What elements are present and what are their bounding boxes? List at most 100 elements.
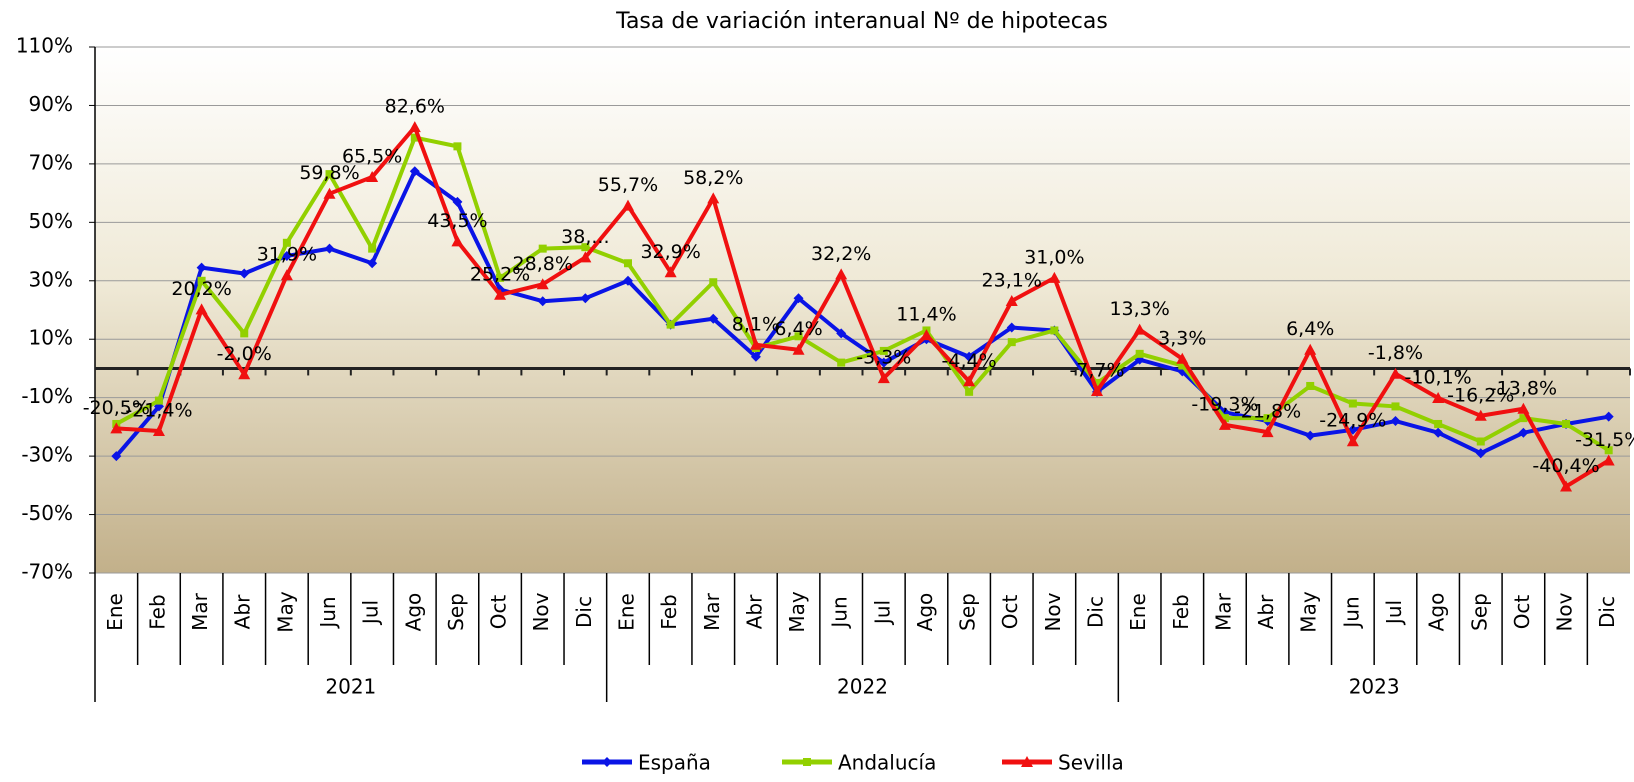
marker: [794, 332, 803, 341]
legend-label: Sevilla: [1058, 751, 1124, 775]
marker: [409, 166, 420, 177]
marker: [368, 244, 377, 253]
marker: [877, 372, 890, 384]
x-tick-label: Dic: [572, 596, 596, 628]
data-label: 6,4%: [774, 318, 822, 340]
marker: [281, 250, 292, 261]
x-tick-label: Nov: [1041, 592, 1065, 631]
marker: [453, 142, 462, 151]
marker: [623, 259, 632, 268]
x-tick-label: May: [273, 591, 297, 633]
data-label: 13,3%: [1109, 298, 1169, 320]
marker: [408, 121, 421, 133]
x-tick-label: Feb: [145, 594, 169, 629]
marker: [1434, 419, 1443, 428]
marker: [1562, 419, 1571, 428]
x-tick-label: Ago: [401, 593, 425, 632]
data-label: -7,7%: [1069, 359, 1124, 381]
y-tick-label: 70%: [29, 150, 73, 174]
marker: [323, 187, 336, 199]
data-label: -21,8%: [1234, 401, 1301, 423]
marker: [1007, 338, 1016, 347]
marker: [1519, 414, 1528, 423]
marker: [1476, 437, 1485, 446]
x-tick-label: Jun: [316, 596, 340, 629]
marker: [622, 275, 633, 286]
plot-area: [95, 47, 1630, 573]
marker: [1604, 446, 1613, 455]
data-label: 38,...: [561, 226, 609, 248]
marker: [154, 396, 163, 405]
marker: [152, 424, 165, 436]
x-tick-label: Abr: [742, 594, 766, 629]
data-label: -16,2%: [1447, 384, 1514, 406]
marker: [239, 268, 250, 279]
marker: [1304, 343, 1317, 355]
data-label: 32,9%: [640, 241, 700, 263]
data-label: -3,3%: [856, 347, 911, 369]
marker: [1389, 367, 1402, 379]
x-tick-label: Jul: [870, 600, 894, 626]
marker: [581, 243, 590, 252]
marker: [280, 269, 293, 281]
marker: [1474, 409, 1487, 421]
x-tick-label: Feb: [657, 594, 681, 629]
data-label: 65,5%: [342, 146, 402, 168]
data-label: -10,1%: [1405, 366, 1472, 388]
marker: [1261, 426, 1274, 438]
marker: [1218, 418, 1231, 430]
marker: [238, 368, 251, 380]
marker: [1135, 349, 1144, 358]
marker: [707, 192, 720, 204]
marker: [494, 288, 507, 300]
data-label: 58,2%: [683, 167, 743, 189]
marker: [496, 273, 505, 282]
marker: [367, 258, 378, 269]
legend-label: España: [638, 751, 711, 775]
marker: [1050, 326, 1059, 335]
marker: [1348, 399, 1357, 408]
marker: [1475, 448, 1486, 459]
data-label: 31,0%: [1024, 246, 1084, 268]
marker: [749, 338, 762, 350]
x-tick-label: Oct: [998, 595, 1022, 630]
marker: [111, 451, 122, 462]
data-label: 23,1%: [982, 269, 1042, 291]
y-tick-label: 90%: [29, 92, 73, 116]
year-label: 2022: [837, 675, 888, 699]
x-tick-label: Jun: [1339, 596, 1363, 629]
marker: [1391, 402, 1400, 411]
data-label: 59,8%: [299, 162, 359, 184]
x-tick-label: Mar: [1211, 592, 1235, 631]
y-tick-label: -70%: [21, 560, 73, 584]
marker: [920, 329, 933, 341]
data-label: -2,0%: [217, 343, 272, 365]
data-label: 55,7%: [598, 174, 658, 196]
legend-label: Andalucía: [838, 751, 936, 775]
data-label: -13,8%: [1490, 377, 1557, 399]
data-label: 6,4%: [1286, 318, 1334, 340]
marker: [835, 268, 848, 280]
marker: [410, 133, 419, 142]
marker: [750, 351, 761, 362]
marker: [1178, 361, 1187, 370]
x-tick-label: Oct: [1510, 595, 1534, 630]
data-label: 20,2%: [171, 278, 231, 300]
marker: [1306, 381, 1315, 390]
series-line: [116, 125, 1610, 489]
x-tick-label: Sep: [1467, 593, 1491, 631]
marker: [878, 357, 889, 368]
x-tick-label: Jun: [828, 596, 852, 629]
marker: [1176, 352, 1189, 364]
marker: [196, 262, 207, 273]
marker: [537, 296, 548, 307]
legend-item: Sevilla: [1002, 751, 1124, 775]
data-label: -21,4%: [125, 399, 192, 421]
marker: [536, 278, 549, 290]
x-tick-label: Abr: [1254, 594, 1278, 629]
marker: [580, 293, 591, 304]
x-tick-label: Ago: [1425, 593, 1449, 632]
x-tick-label: Abr: [231, 594, 255, 629]
marker: [1432, 391, 1445, 403]
year-label: 2023: [1349, 675, 1400, 699]
